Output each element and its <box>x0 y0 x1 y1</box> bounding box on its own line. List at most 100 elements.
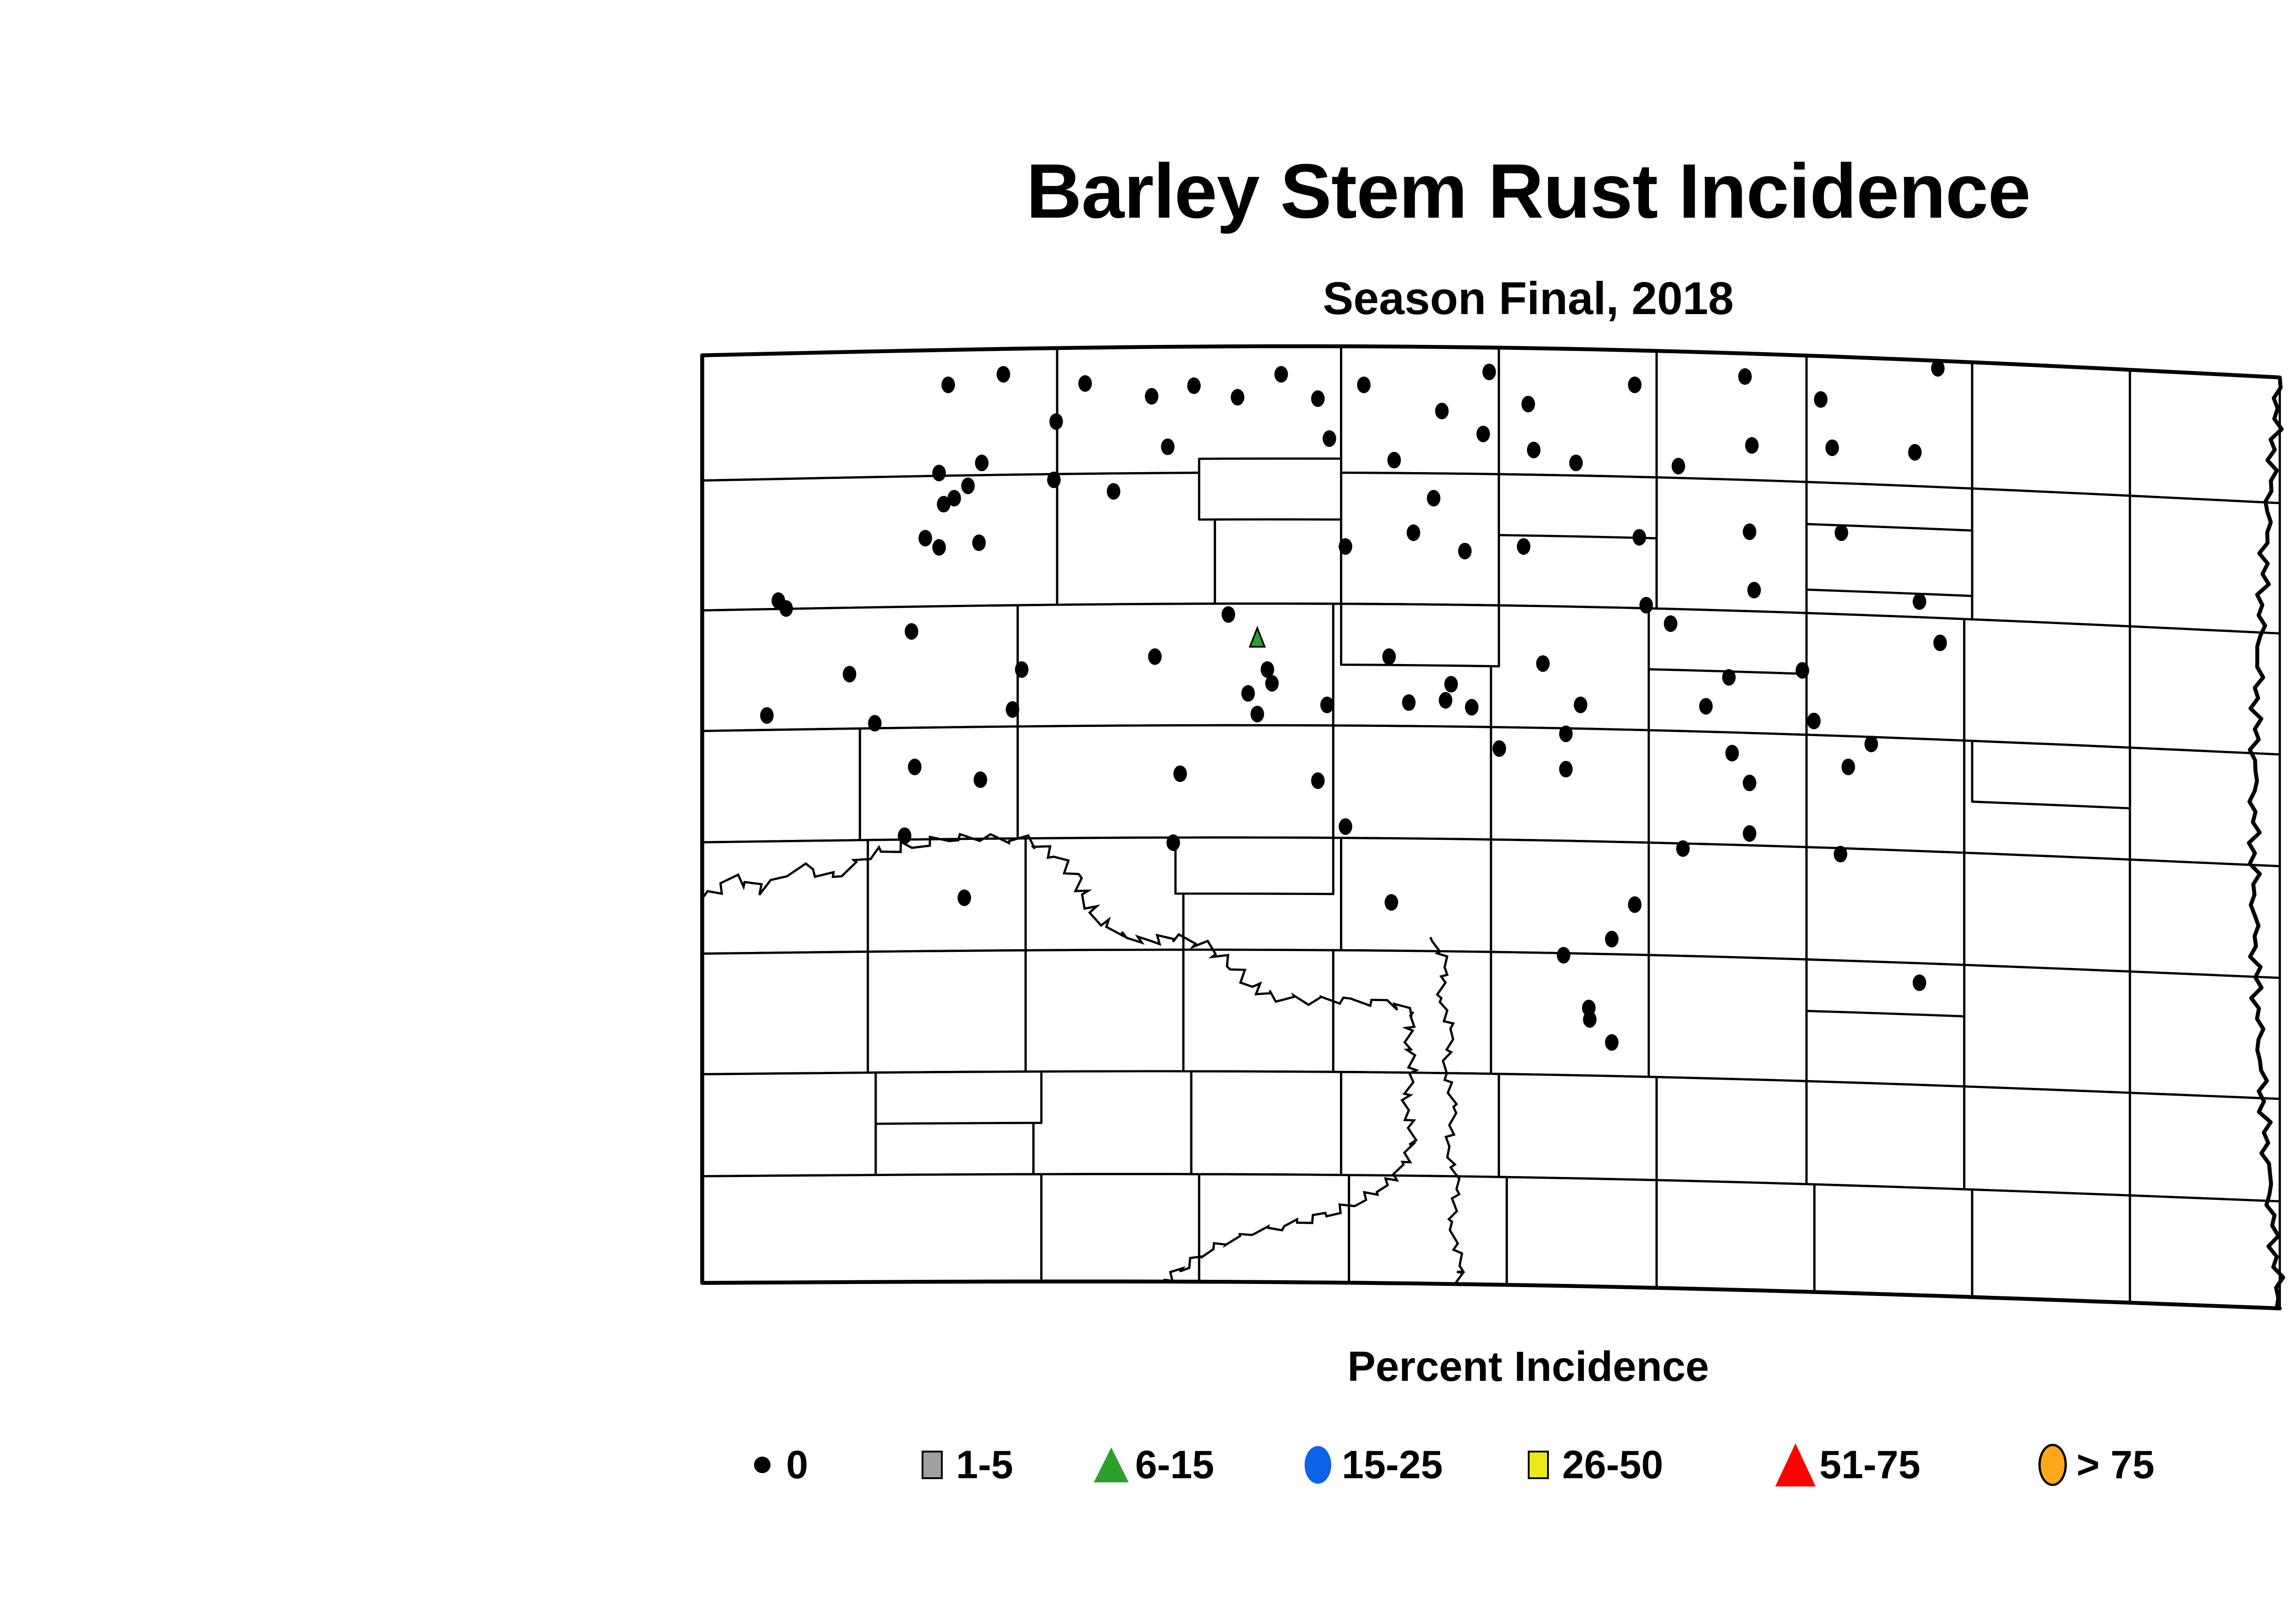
marker-dot <box>1743 523 1756 540</box>
county <box>701 839 869 955</box>
marker-dot <box>1908 444 1922 461</box>
marker-dot <box>1161 438 1175 456</box>
marker-dot <box>1265 675 1279 692</box>
county <box>867 949 1027 1074</box>
marker-dot <box>975 454 989 472</box>
marker-dot <box>1747 581 1761 599</box>
legend-square-yellow-icon <box>1520 1437 1557 1492</box>
marker-dot <box>1517 538 1531 555</box>
marker-dot <box>1671 457 1685 475</box>
county <box>1963 963 2131 1094</box>
county <box>1805 1080 1966 1191</box>
county <box>2128 368 2281 504</box>
marker-dot <box>1628 376 1642 394</box>
marker-dot <box>1382 648 1396 665</box>
county <box>1655 1076 1808 1186</box>
missouri-river <box>1163 1011 1419 1283</box>
county <box>1190 1070 1343 1177</box>
marker-dot <box>932 464 946 482</box>
marker-dot <box>1339 538 1352 555</box>
marker-dot <box>1814 391 1828 408</box>
county <box>701 473 1058 612</box>
legend-item-4[interactable]: 26-50 <box>1520 1428 1663 1502</box>
legend-triangle-green-icon <box>1093 1437 1130 1492</box>
legend-label-4: 26-50 <box>1562 1443 1663 1487</box>
marker-dot <box>1743 774 1756 792</box>
county <box>1490 604 1650 732</box>
legend-title: Percent Incidence <box>1347 1343 1709 1390</box>
marker-dot <box>1274 366 1288 383</box>
marker-dot <box>1145 388 1159 405</box>
county <box>1490 838 1650 957</box>
legend-label-5: 51-75 <box>1819 1443 1920 1487</box>
county <box>1340 471 1500 607</box>
county-boundaries <box>701 345 2281 1310</box>
marker-dot <box>1427 490 1441 507</box>
marker-dot <box>918 529 932 547</box>
marker-dot <box>1864 735 1878 753</box>
marker-dot <box>1559 725 1573 743</box>
county <box>2128 1194 2281 1310</box>
county <box>1497 1073 1658 1182</box>
marker-dot <box>1492 740 1506 757</box>
county <box>701 604 1019 732</box>
legend-label-3: 15-25 <box>1342 1443 1443 1487</box>
county <box>1971 740 2131 810</box>
marker-dot <box>1825 439 1839 456</box>
county <box>1655 1179 1816 1293</box>
county <box>701 951 869 1075</box>
marker-dot <box>1628 896 1642 913</box>
legend-circle-blue-icon <box>1300 1437 1336 1492</box>
marker-dot <box>1357 376 1371 394</box>
marker-dot <box>1231 388 1244 406</box>
marker-dot <box>1725 744 1739 762</box>
marker-dot <box>868 715 882 732</box>
legend-item-3[interactable]: 15-25 <box>1300 1428 1443 1502</box>
county <box>1056 472 1216 606</box>
legend-label-2: 6-15 <box>1135 1443 1215 1487</box>
legend-item-6[interactable]: > 75 <box>2034 1428 2155 1502</box>
county <box>1032 1070 1193 1176</box>
legend-item-2[interactable]: 6-15 <box>1093 1428 1214 1502</box>
marker-dot <box>1407 524 1420 541</box>
county <box>1971 487 2131 628</box>
county <box>1971 361 2131 497</box>
county <box>1648 841 1808 961</box>
marker-dot <box>1444 676 1458 693</box>
marker-dot <box>1187 377 1201 394</box>
marker-dot <box>1605 1034 1619 1051</box>
legend-item-1[interactable]: 1-5 <box>914 1428 1013 1502</box>
lake-sakakawea <box>701 833 1413 1017</box>
marker-dot <box>1632 529 1646 546</box>
marker-dot <box>1536 655 1550 672</box>
legend-item-5[interactable]: 51-75 <box>1775 1428 1920 1502</box>
county <box>701 727 861 844</box>
county <box>1040 1173 1200 1283</box>
legend-item-0[interactable]: 0 <box>744 1428 808 1502</box>
county <box>1813 1183 1974 1298</box>
marker-dot <box>1439 692 1452 709</box>
marker-dot <box>1241 685 1255 702</box>
marker-dot <box>1221 606 1235 623</box>
marker-dot <box>1476 425 1490 443</box>
marker-dot <box>1320 696 1334 714</box>
county <box>1198 457 1343 521</box>
county <box>1655 476 1808 614</box>
county <box>1490 951 1650 1078</box>
marker-dot <box>996 366 1010 383</box>
marker-dot <box>1559 760 1573 778</box>
marker-dot <box>1913 974 1926 991</box>
county <box>859 725 1019 841</box>
marker-dot <box>1664 615 1677 632</box>
marker-dot <box>1384 894 1398 911</box>
county <box>1805 846 1966 966</box>
legend-ellipse-orange-icon <box>2034 1437 2071 1492</box>
county <box>1805 733 1966 854</box>
marker-dot <box>1795 662 1809 679</box>
marker-dot <box>1933 634 1947 652</box>
county <box>867 837 1027 953</box>
marker-dot <box>1107 483 1120 500</box>
marker-dot <box>1015 661 1029 678</box>
marker-dot <box>908 758 922 776</box>
